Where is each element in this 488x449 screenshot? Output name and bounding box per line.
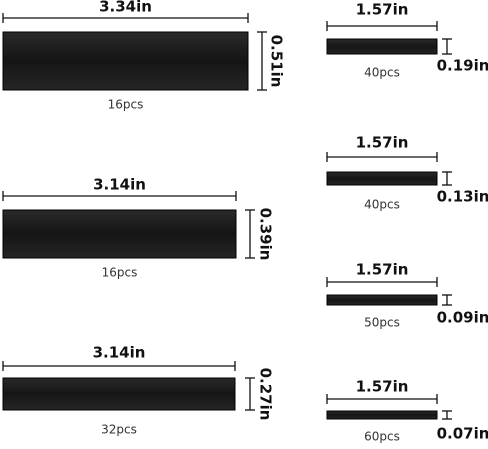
strip: [326, 410, 438, 420]
strip: [326, 294, 438, 306]
count-label: 16pcs: [102, 266, 138, 280]
height-label: 0.27in: [257, 368, 275, 421]
width-label: 1.57in: [356, 378, 409, 396]
strip: [2, 31, 249, 91]
width-label: 3.14in: [93, 176, 146, 194]
height-label: 0.51in: [268, 35, 286, 88]
width-label: 1.57in: [356, 1, 409, 19]
height-label: 0.19in: [437, 57, 488, 75]
width-label: 1.57in: [356, 261, 409, 279]
height-label: 0.39in: [257, 208, 275, 261]
strip: [2, 209, 237, 259]
count-label: 32pcs: [101, 423, 137, 437]
width-label: 3.14in: [93, 344, 146, 362]
count-label: 16pcs: [108, 98, 144, 112]
width-label: 3.34in: [99, 0, 152, 16]
width-label: 1.57in: [356, 134, 409, 152]
strip: [2, 377, 236, 411]
height-label: 0.13in: [437, 188, 488, 206]
count-label: 40pcs: [364, 198, 400, 212]
strip: [326, 171, 438, 186]
count-label: 40pcs: [364, 66, 400, 80]
count-label: 60pcs: [364, 430, 400, 444]
height-label: 0.07in: [437, 425, 488, 443]
count-label: 50pcs: [364, 316, 400, 330]
height-label: 0.09in: [437, 309, 488, 327]
strip: [326, 38, 438, 55]
